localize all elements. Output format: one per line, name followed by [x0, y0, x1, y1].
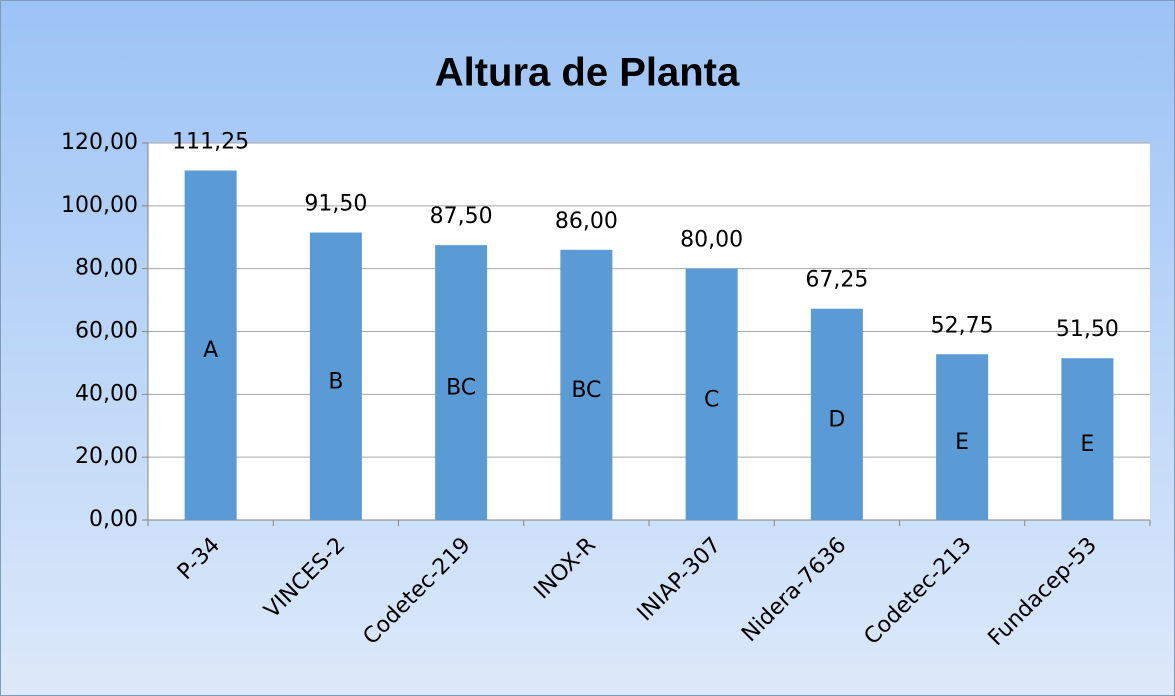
value-label: 86,00 — [555, 209, 618, 234]
bar — [810, 308, 863, 520]
annotation: E — [1080, 432, 1094, 457]
annotation: BC — [446, 376, 476, 401]
bar — [309, 232, 362, 520]
y-tick-label: 120,00 — [61, 130, 138, 155]
chart-title: Altura de Planta — [435, 51, 740, 95]
y-tick-label: 40,00 — [75, 381, 138, 406]
y-tick-label: 100,00 — [61, 193, 138, 218]
annotation: D — [828, 407, 845, 432]
bar — [685, 268, 738, 520]
annotation: BC — [571, 378, 601, 403]
value-label: 111,25 — [172, 129, 249, 154]
y-tick-label: 20,00 — [75, 444, 138, 469]
bar — [435, 245, 488, 520]
value-label: 91,50 — [304, 192, 367, 217]
bar — [1061, 358, 1114, 520]
bar — [936, 354, 989, 520]
value-label: 52,75 — [931, 313, 994, 338]
bar — [560, 249, 613, 521]
annotation: C — [704, 387, 719, 412]
value-label: 87,50 — [430, 204, 493, 229]
annotation: B — [328, 369, 343, 394]
annotation: E — [955, 430, 969, 455]
y-tick-label: 60,00 — [75, 319, 138, 344]
y-tick-label: 80,00 — [75, 256, 138, 281]
value-label: 80,00 — [680, 228, 743, 253]
annotation: A — [203, 338, 218, 363]
value-label: 51,50 — [1056, 317, 1119, 342]
y-tick-label: 0,00 — [89, 507, 138, 532]
bar — [184, 170, 237, 521]
value-label: 67,25 — [805, 268, 868, 293]
